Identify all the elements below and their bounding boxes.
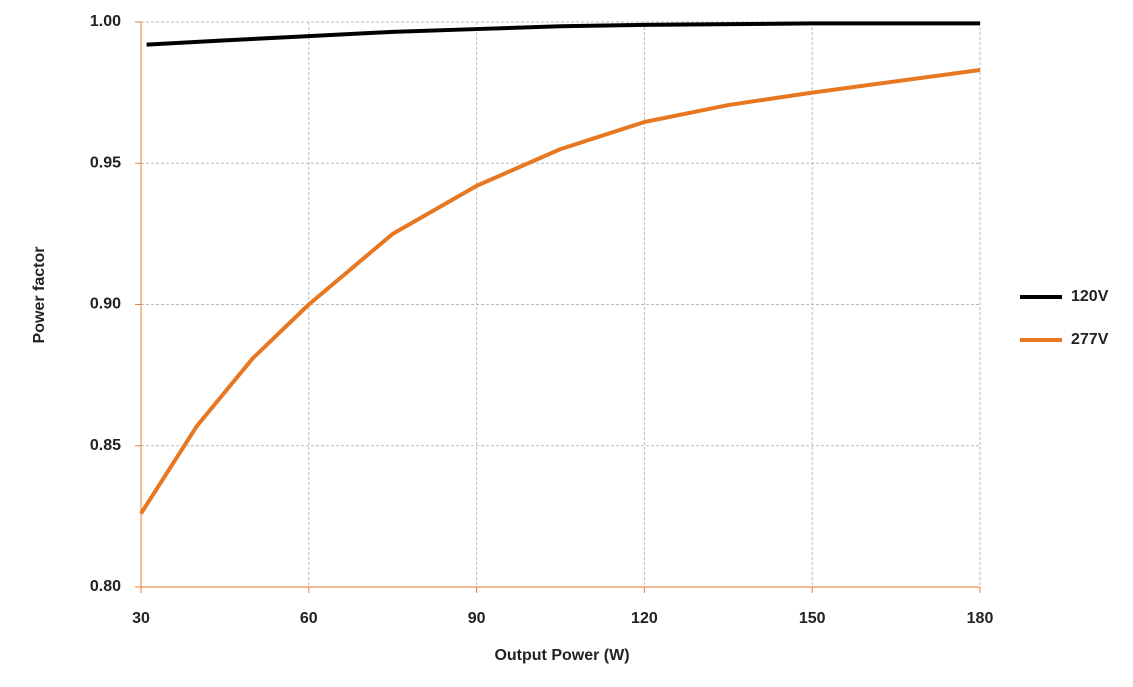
y-tick-label: 0.90 xyxy=(90,296,121,313)
y-tick-label: 0.95 xyxy=(90,154,121,171)
series-line xyxy=(139,68,981,515)
series-line xyxy=(146,21,980,47)
x-tick-label: 30 xyxy=(132,610,150,627)
y-tick-label: 0.85 xyxy=(90,437,121,454)
x-tick-label: 180 xyxy=(967,610,994,627)
x-tick-label: 120 xyxy=(631,610,658,627)
legend-label: 120V xyxy=(1071,288,1109,305)
x-tick-label: 90 xyxy=(468,610,486,627)
x-tick-label: 60 xyxy=(300,610,318,627)
y-axis-title: Power factor xyxy=(31,247,48,344)
x-tick-label: 150 xyxy=(799,610,826,627)
y-tick-label: 0.80 xyxy=(90,578,121,595)
legend-label: 277V xyxy=(1071,331,1109,348)
x-axis-title: Output Power (W) xyxy=(494,647,629,664)
y-tick-label: 1.00 xyxy=(90,13,121,30)
